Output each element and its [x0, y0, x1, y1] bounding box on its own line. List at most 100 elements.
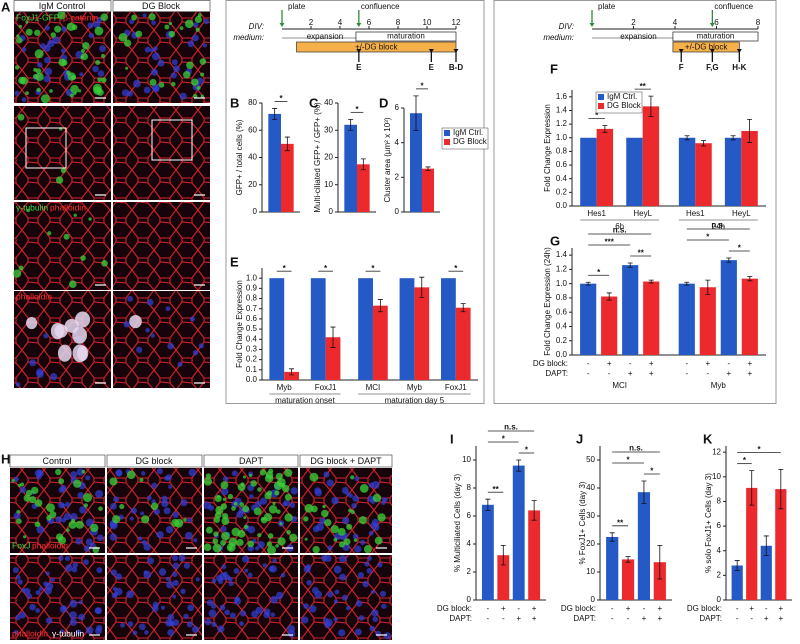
error-bar — [684, 135, 690, 141]
nucleus — [375, 630, 382, 637]
green-signal — [277, 537, 286, 546]
green-signal — [68, 520, 77, 529]
y-tick-label: 0.0 — [556, 201, 568, 210]
harvest-arrow-head — [453, 49, 459, 53]
stain-label: phalloidin — [16, 291, 52, 301]
y-tick-label: 1.0 — [556, 133, 568, 142]
nucleus — [19, 486, 27, 494]
nucleus — [21, 47, 27, 52]
timeline-label: medium: — [543, 33, 574, 42]
nucleus — [69, 599, 78, 608]
error-bar — [726, 257, 732, 263]
nucleus — [144, 46, 151, 53]
nucleus — [83, 545, 91, 552]
micrograph — [113, 106, 210, 200]
bar — [455, 307, 471, 380]
nucleus — [282, 501, 288, 507]
nucleus — [138, 623, 146, 631]
green-signal — [20, 482, 25, 487]
nucleus — [147, 557, 155, 565]
green-signal — [267, 533, 274, 539]
green-signal — [171, 81, 176, 87]
y-tick-label: 30 — [586, 511, 595, 520]
error-bar — [419, 276, 425, 298]
y-tick-label: 40 — [248, 153, 257, 162]
condition-label: DAPT: — [699, 614, 722, 623]
condition-mark: + — [726, 369, 731, 378]
green-signal — [150, 502, 159, 511]
nucleus — [280, 572, 286, 578]
y-tick-label: 10 — [462, 455, 471, 464]
nucleus — [60, 48, 66, 54]
green-signal — [266, 541, 273, 547]
sig-label: * — [757, 445, 761, 454]
nucleus — [202, 43, 207, 48]
nucleus — [29, 359, 37, 367]
nucleus — [165, 474, 173, 481]
green-signal — [16, 518, 22, 525]
bar — [678, 283, 695, 355]
bar — [268, 113, 281, 212]
green-signal — [124, 39, 132, 47]
nucleus — [127, 295, 134, 302]
nucleus — [254, 546, 260, 551]
bar — [281, 143, 294, 212]
y-tick-label: 0.4 — [246, 334, 258, 343]
nucleus — [371, 480, 380, 489]
bar — [357, 164, 370, 212]
bar — [310, 278, 326, 380]
nucleus — [78, 600, 83, 605]
y-tick-label: 20 — [248, 180, 257, 189]
y-tick-label: 1.4 — [556, 106, 568, 115]
nucleus — [145, 327, 150, 333]
green-signal — [40, 94, 50, 104]
nucleus — [172, 562, 180, 570]
nucleus — [187, 517, 193, 523]
nucleus — [339, 573, 347, 581]
harvest-arrow-head — [356, 49, 362, 53]
nucleus — [44, 587, 52, 595]
green-signal — [82, 42, 90, 50]
column-header-box — [9, 454, 106, 468]
green-signal — [374, 536, 383, 545]
green-signal — [337, 527, 346, 536]
condition-mark: - — [502, 614, 505, 623]
nucleus — [355, 600, 363, 607]
green-signal — [148, 13, 156, 21]
inset-box — [25, 127, 67, 169]
group-label: MCI — [612, 381, 627, 390]
y-tick-label: 0 — [253, 207, 258, 216]
green-signal — [212, 538, 219, 545]
column-header: DG block + DAPT — [310, 456, 382, 466]
nucleus — [219, 604, 226, 611]
bar — [284, 371, 299, 380]
nucleus — [146, 495, 152, 501]
x-tick-label: Hes1 — [587, 209, 606, 218]
nucleus — [52, 36, 60, 44]
green-signal — [264, 492, 272, 500]
nucleus — [354, 545, 362, 553]
legend-swatch — [444, 130, 450, 136]
green-signal — [50, 32, 56, 38]
nucleus — [211, 603, 217, 609]
y-tick-label: 0.2 — [556, 187, 568, 196]
green-signal — [75, 520, 84, 529]
green-signal — [119, 503, 125, 510]
panel-box — [493, 0, 777, 404]
green-signal — [303, 516, 309, 522]
harvest-arrow-head — [736, 49, 742, 53]
error-bar — [585, 281, 591, 286]
y-tick-label: 6 — [717, 521, 722, 530]
white-signal — [54, 324, 68, 338]
y-tick-label: 30 — [324, 125, 333, 134]
error-bar — [500, 545, 506, 566]
green-signal — [34, 521, 41, 528]
panel-label: B — [230, 95, 239, 110]
green-signal — [233, 501, 238, 506]
harvest-arrow-head — [678, 49, 684, 53]
nucleus — [161, 499, 169, 508]
green-signal — [377, 513, 386, 522]
bar — [653, 562, 666, 600]
nucleus — [301, 616, 309, 624]
harvest-label: H-K — [732, 63, 746, 72]
